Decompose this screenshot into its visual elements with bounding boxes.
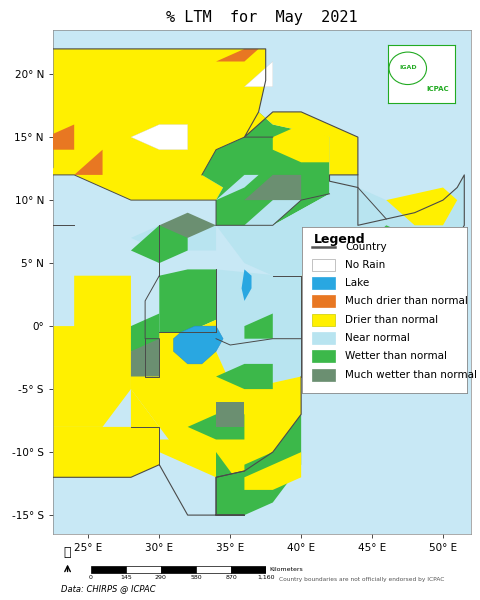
Polygon shape — [300, 276, 357, 313]
Polygon shape — [131, 124, 187, 149]
Polygon shape — [357, 225, 414, 263]
Polygon shape — [131, 313, 159, 351]
Polygon shape — [202, 112, 329, 225]
Polygon shape — [244, 313, 272, 338]
Polygon shape — [187, 415, 244, 439]
Polygon shape — [230, 289, 300, 338]
Polygon shape — [216, 452, 244, 515]
Polygon shape — [216, 269, 329, 383]
Polygon shape — [131, 320, 300, 478]
Polygon shape — [131, 225, 216, 251]
Polygon shape — [244, 61, 272, 87]
Polygon shape — [216, 415, 300, 515]
Polygon shape — [131, 338, 159, 377]
Polygon shape — [216, 49, 258, 61]
Polygon shape — [46, 49, 265, 200]
Polygon shape — [145, 338, 159, 377]
Polygon shape — [74, 99, 258, 162]
Text: Data: CHIRPS @ ICPAC: Data: CHIRPS @ ICPAC — [61, 584, 156, 593]
Polygon shape — [46, 276, 159, 427]
Polygon shape — [74, 427, 131, 478]
Polygon shape — [159, 269, 216, 332]
Polygon shape — [244, 452, 272, 478]
Polygon shape — [329, 175, 463, 326]
Polygon shape — [216, 364, 272, 389]
Text: Country boundaries are not officially endorsed by ICPAC: Country boundaries are not officially en… — [278, 577, 444, 582]
Polygon shape — [244, 452, 300, 490]
Polygon shape — [159, 439, 216, 465]
Polygon shape — [216, 137, 385, 276]
Polygon shape — [241, 269, 251, 301]
Polygon shape — [131, 225, 187, 263]
Polygon shape — [216, 175, 300, 225]
Title: % LTM  for  May  2021: % LTM for May 2021 — [166, 10, 357, 25]
Polygon shape — [385, 187, 456, 225]
Text: ⓪: ⓪ — [64, 546, 71, 559]
Polygon shape — [216, 402, 244, 427]
Polygon shape — [244, 175, 300, 200]
Polygon shape — [272, 124, 329, 162]
Polygon shape — [216, 162, 300, 225]
Polygon shape — [300, 276, 357, 326]
Polygon shape — [46, 389, 159, 478]
Polygon shape — [159, 213, 216, 238]
Polygon shape — [74, 149, 102, 175]
Polygon shape — [173, 326, 223, 364]
Polygon shape — [46, 124, 74, 149]
Polygon shape — [244, 112, 357, 175]
Polygon shape — [329, 175, 456, 276]
Polygon shape — [46, 149, 74, 175]
